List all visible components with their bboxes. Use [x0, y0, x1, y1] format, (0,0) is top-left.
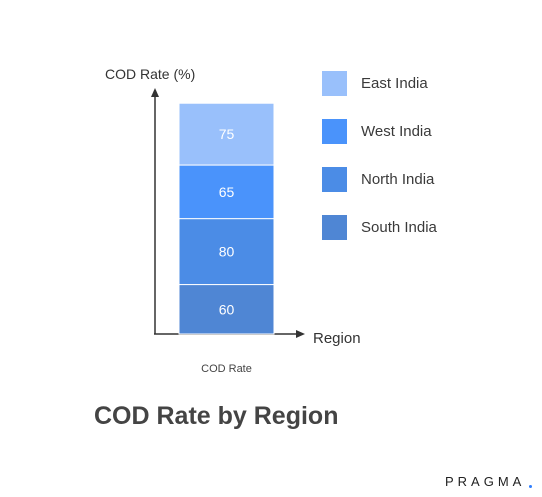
- y-axis-label: COD Rate (%): [105, 66, 195, 82]
- legend-item-east-india: East India: [322, 70, 437, 96]
- x-axis-arrow: [296, 330, 305, 338]
- data-label-north-india: 80: [219, 244, 235, 260]
- legend: East India West India North India South …: [322, 70, 437, 262]
- brand-logo: PRAGMA: [445, 474, 526, 489]
- x-axis-label: Region: [313, 330, 361, 347]
- data-label-east-india: 75: [219, 126, 235, 142]
- legend-item-south-india: South India: [322, 214, 437, 240]
- legend-swatch-east-india: [322, 70, 347, 96]
- bar-segment-north-india: [178, 218, 275, 286]
- legend-label-west-india: West India: [361, 122, 432, 140]
- bar-segment-south-india: [178, 284, 275, 335]
- bar-segment-west-india: [178, 164, 275, 220]
- bar-segment-east-india: [178, 102, 275, 166]
- data-label-west-india: 65: [219, 184, 235, 200]
- stacked-bar-chart: COD Rate (%) Region COD Rate 60 80 65 75: [105, 66, 361, 375]
- axes: COD Rate (%) Region COD Rate: [105, 66, 361, 375]
- brand-logo-dot: [529, 485, 532, 488]
- legend-label-south-india: South India: [361, 218, 437, 236]
- legend-swatch-south-india: [322, 214, 347, 240]
- legend-item-west-india: West India: [322, 118, 437, 144]
- x-tick-label: COD Rate: [201, 363, 252, 375]
- legend-label-north-india: North India: [361, 170, 435, 188]
- legend-label-east-india: East India: [361, 74, 428, 92]
- bar-stack: 60 80 65 75: [178, 102, 275, 335]
- chart-title: COD Rate by Region: [94, 402, 339, 430]
- legend-item-north-india: North India: [322, 166, 437, 192]
- legend-swatch-west-india: [322, 118, 347, 144]
- legend-swatch-north-india: [322, 166, 347, 192]
- data-label-south-india: 60: [219, 301, 235, 317]
- y-axis-arrow: [151, 88, 159, 97]
